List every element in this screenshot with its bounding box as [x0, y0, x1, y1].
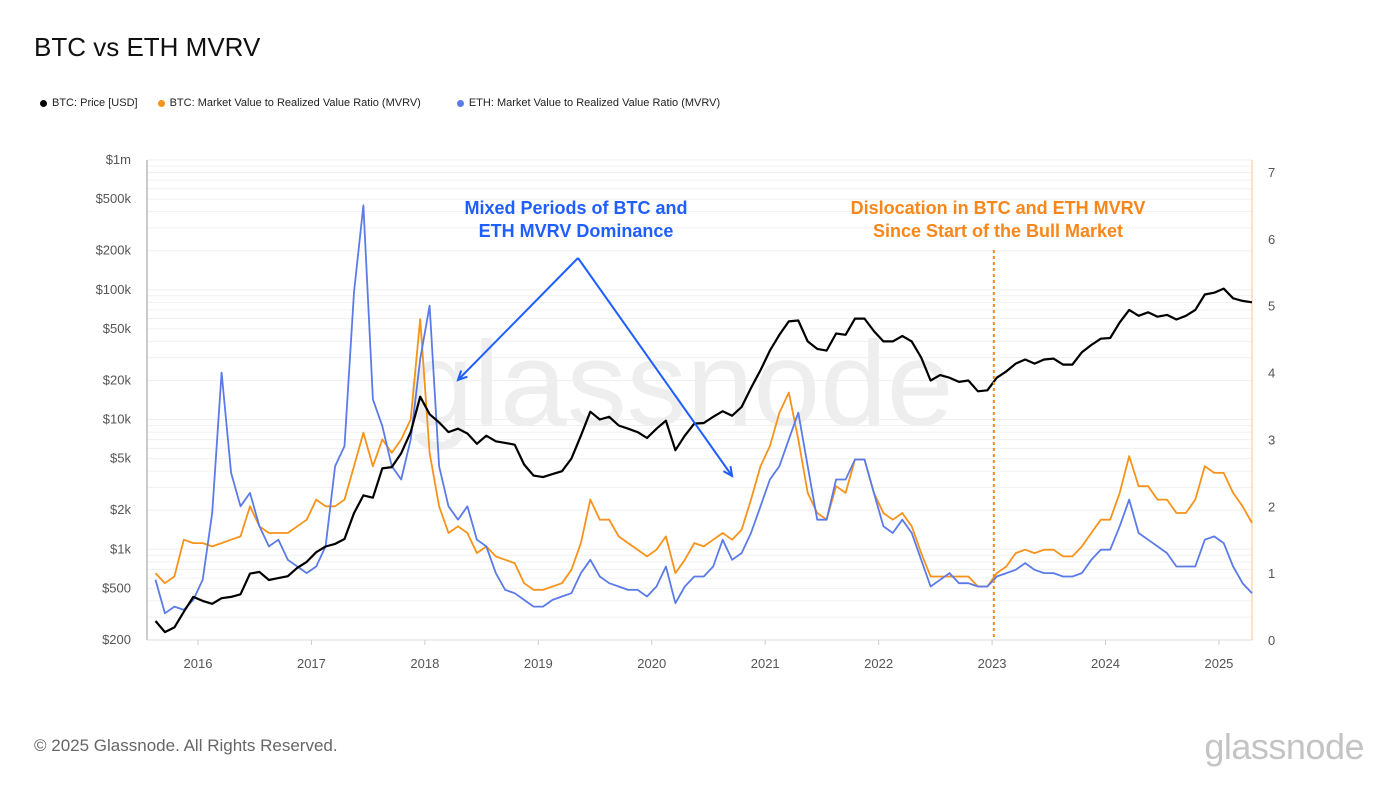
legend-label: BTC: Price [USD] [52, 97, 138, 109]
watermark: glassnode [406, 317, 953, 451]
series-line-eth-mvrv [154, 204, 1253, 615]
legend-label: BTC: Market Value to Realized Value Rati… [169, 97, 421, 109]
left-tick-label: $10k [103, 412, 132, 427]
x-tick-label: 2025 [1204, 656, 1233, 671]
left-tick-label: $200 [102, 632, 131, 647]
right-tick-label: 7 [1268, 165, 1275, 180]
annotation-arrow [577, 257, 733, 477]
legend-dot [157, 99, 165, 107]
x-tick-label: 2022 [864, 656, 893, 671]
annotation-arrow [457, 257, 579, 381]
legend: BTC: Price [USD] BTC: Market Value to Re… [40, 97, 720, 109]
left-tick-label: $1k [110, 541, 131, 556]
right-tick-label: 2 [1268, 499, 1275, 514]
right-tick-label: 5 [1268, 299, 1275, 314]
left-tick-label: $500 [102, 580, 131, 595]
right-tick-label: 6 [1268, 232, 1275, 247]
legend-item-btc-mvrv[interactable]: BTC: Market Value to Realized Value Rati… [157, 97, 421, 109]
legend-dot [456, 99, 464, 107]
series-line-btc-price [154, 287, 1253, 634]
glassnode-logo: glassnode [1204, 726, 1364, 767]
x-tick-label: 2016 [184, 656, 213, 671]
arrowhead-icon [456, 370, 468, 382]
arrowhead-icon [722, 465, 734, 478]
x-tick-label: 2018 [410, 656, 439, 671]
copyright: © 2025 Glassnode. All Rights Reserved. [34, 736, 338, 755]
series-line-btc-mvrv [154, 318, 1253, 591]
x-tick-label: 2021 [751, 656, 780, 671]
annotation-text: Since Start of the Bull Market [873, 221, 1123, 241]
left-tick-label: $500k [96, 191, 132, 206]
right-tick-label: 4 [1268, 366, 1275, 381]
legend-label: ETH: Market Value to Realized Value Rati… [468, 97, 721, 109]
left-tick-label: $5k [110, 451, 131, 466]
left-tick-label: $100k [96, 282, 132, 297]
x-tick-label: 2024 [1091, 656, 1120, 671]
x-tick-label: 2023 [978, 656, 1007, 671]
x-tick-label: 2017 [297, 656, 326, 671]
left-tick-label: $20k [103, 372, 132, 387]
legend-item-eth-mvrv[interactable]: ETH: Market Value to Realized Value Rati… [456, 97, 721, 109]
legend-dot [40, 99, 47, 107]
right-tick-label: 3 [1268, 432, 1275, 447]
x-tick-label: 2020 [637, 656, 666, 671]
x-tick-label: 2019 [524, 656, 553, 671]
right-tick-label: 0 [1268, 633, 1275, 648]
annotation-text: Dislocation in BTC and ETH MVRV [851, 198, 1146, 218]
legend-item-btc-price[interactable]: BTC: Price [USD] [40, 97, 138, 109]
annotation-text: Mixed Periods of BTC and [464, 198, 687, 218]
left-tick-label: $200k [96, 243, 132, 258]
annotation-text: ETH MVRV Dominance [479, 221, 674, 241]
left-tick-label: $2k [110, 502, 131, 517]
left-tick-label: $50k [103, 321, 132, 336]
chart-title: BTC vs ETH MVRV [34, 32, 261, 62]
left-tick-label: $1m [106, 152, 131, 167]
right-tick-label: 1 [1268, 566, 1275, 581]
